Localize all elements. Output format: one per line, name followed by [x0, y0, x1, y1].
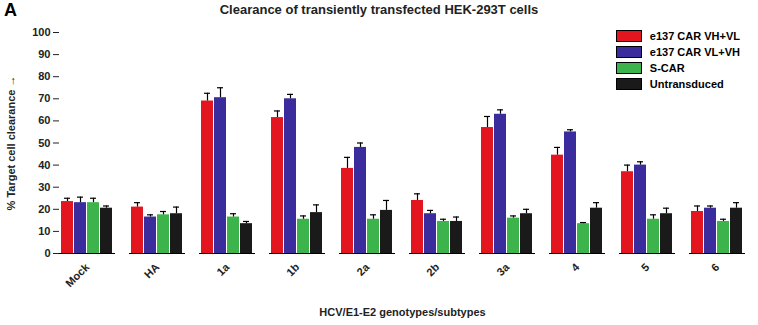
svg-text:HCV/E1-E2 genotypes/subtypes: HCV/E1-E2 genotypes/subtypes — [319, 306, 485, 318]
html-text:e137 CAR VL+VH: e137 CAR VL+VH — [649, 46, 740, 58]
svg-text:5: 5 — [639, 261, 652, 274]
svg-text:10: 10 — [38, 225, 50, 237]
svg-text:HA: HA — [142, 261, 162, 281]
svg-text:20: 20 — [38, 203, 50, 215]
html-text:S-CAR: S-CAR — [649, 62, 685, 74]
svg-text:50: 50 — [38, 137, 50, 149]
svg-text:Mock: Mock — [63, 260, 92, 289]
svg-text:3a: 3a — [494, 260, 512, 278]
svg-text:60: 60 — [38, 114, 50, 126]
svg-text:6: 6 — [709, 261, 722, 274]
svg-text:40: 40 — [38, 159, 50, 171]
svg-text:1a: 1a — [214, 260, 232, 278]
svg-text:1b: 1b — [284, 261, 302, 279]
svg-text:90: 90 — [38, 48, 50, 60]
svg-text:70: 70 — [38, 92, 50, 104]
html-text:Clearance of transiently trans: Clearance of transiently transfected HEK… — [219, 2, 539, 17]
html-text:A: A — [4, 0, 17, 20]
svg-text:4: 4 — [569, 260, 582, 273]
svg-text:2b: 2b — [424, 261, 442, 279]
svg-text:100: 100 — [32, 26, 50, 38]
svg-text:% Target cell clearance →: % Target cell clearance → — [5, 76, 17, 211]
svg-text:0: 0 — [44, 247, 50, 259]
svg-text:30: 30 — [38, 181, 50, 193]
svg-text:2a: 2a — [354, 260, 372, 278]
html-text:e137 CAR VH+VL: e137 CAR VH+VL — [649, 30, 740, 42]
html-text:Untransduced: Untransduced — [649, 78, 724, 90]
svg-text:80: 80 — [38, 70, 50, 82]
